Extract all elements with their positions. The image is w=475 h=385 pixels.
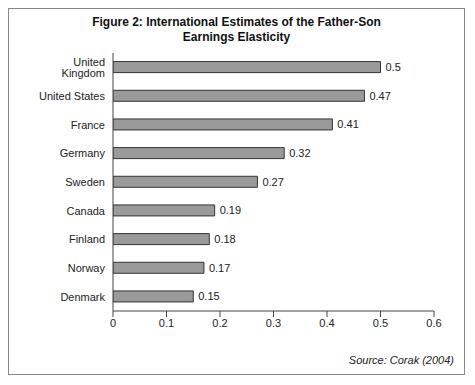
svg-text:0.18: 0.18 (214, 233, 235, 245)
svg-text:0.2: 0.2 (212, 317, 227, 329)
svg-text:0.1: 0.1 (159, 317, 174, 329)
svg-text:0: 0 (110, 317, 116, 329)
svg-text:0.47: 0.47 (369, 90, 390, 102)
svg-text:0.6: 0.6 (426, 317, 441, 329)
svg-text:0.41: 0.41 (337, 118, 358, 130)
svg-text:Norway: Norway (68, 262, 106, 274)
svg-text:0.3: 0.3 (266, 317, 281, 329)
svg-text:0.5: 0.5 (386, 61, 401, 73)
svg-text:Canada: Canada (66, 205, 105, 217)
svg-text:0.4: 0.4 (319, 317, 334, 329)
svg-text:UnitedKingdom: UnitedKingdom (62, 56, 105, 79)
svg-text:United States: United States (39, 90, 106, 102)
svg-text:0.17: 0.17 (209, 262, 230, 274)
svg-text:0.27: 0.27 (262, 176, 283, 188)
html-text:Figure 2: International Estima: Figure 2: International Estimates of the… (92, 15, 381, 44)
html-text:Source: Corak (2004): Source: Corak (2004) (348, 354, 454, 366)
svg-text:Sweden: Sweden (65, 176, 105, 188)
svg-text:0.15: 0.15 (198, 290, 219, 302)
svg-text:Germany: Germany (60, 147, 106, 159)
svg-text:0.5: 0.5 (373, 317, 388, 329)
svg-text:Finland: Finland (69, 233, 105, 245)
svg-text:0.32: 0.32 (289, 147, 310, 159)
svg-text:0.19: 0.19 (220, 204, 241, 216)
svg-text:Denmark: Denmark (60, 291, 105, 303)
svg-text:France: France (71, 119, 105, 131)
